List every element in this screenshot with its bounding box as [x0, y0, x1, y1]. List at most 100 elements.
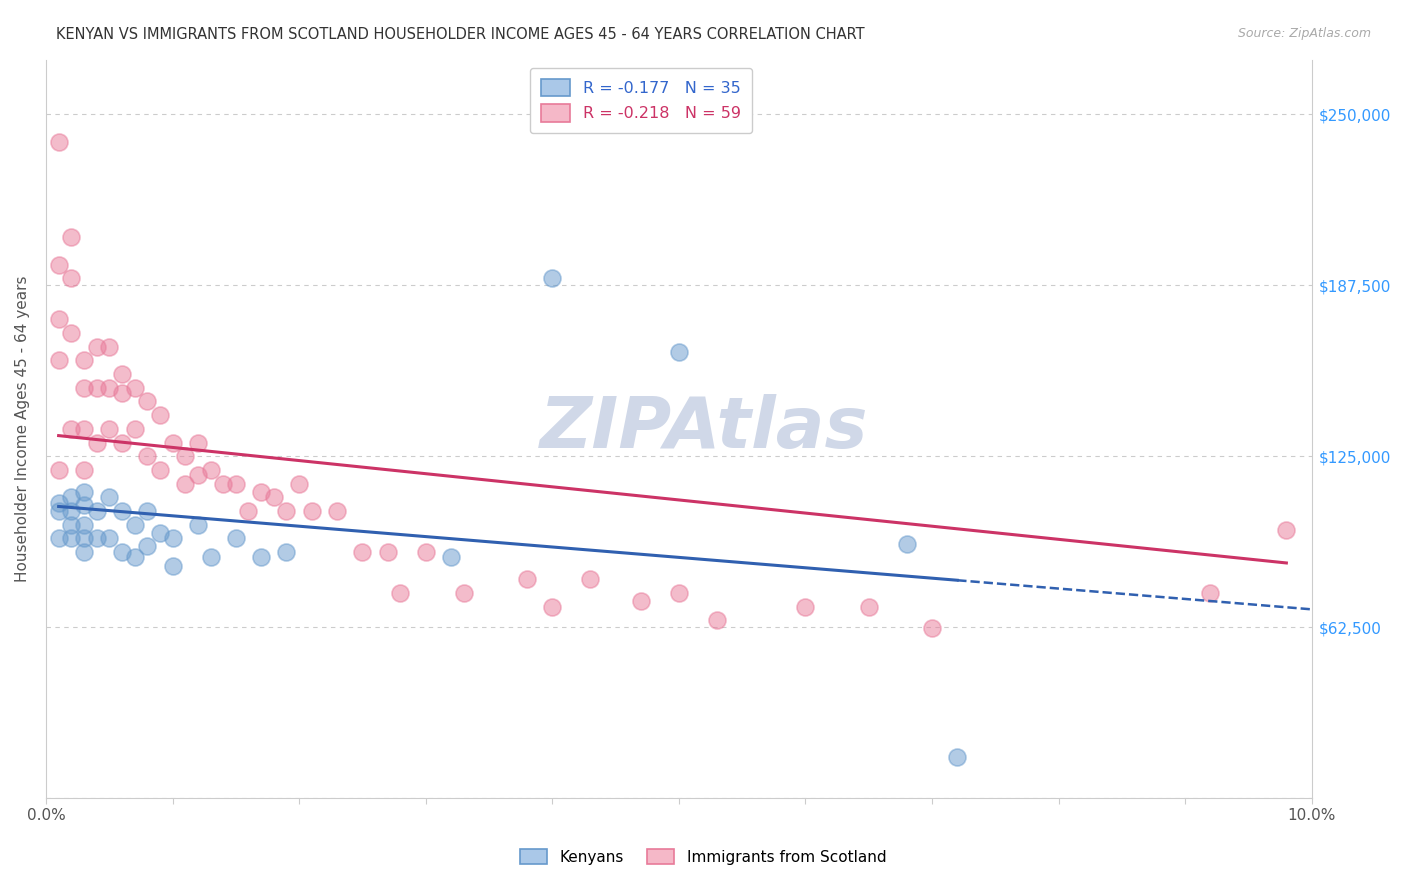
Point: [212, 476, 235, 491]
Point: [98, 531, 121, 545]
Point: [453, 586, 475, 600]
Point: [377, 545, 399, 559]
Point: [48, 496, 70, 510]
Point: [668, 586, 690, 600]
Point: [136, 449, 159, 463]
Point: [73, 381, 96, 395]
Point: [301, 504, 323, 518]
Point: [946, 750, 969, 764]
Point: [1275, 523, 1298, 537]
Point: [60, 230, 83, 244]
Point: [136, 504, 159, 518]
Point: [706, 613, 728, 627]
Point: [73, 499, 96, 513]
Text: KENYAN VS IMMIGRANTS FROM SCOTLAND HOUSEHOLDER INCOME AGES 45 - 64 YEARS CORRELA: KENYAN VS IMMIGRANTS FROM SCOTLAND HOUSE…: [56, 27, 865, 42]
Point: [326, 504, 349, 518]
Point: [225, 476, 247, 491]
Legend: Kenyans, Immigrants from Scotland: Kenyans, Immigrants from Scotland: [513, 843, 893, 871]
Point: [225, 531, 247, 545]
Point: [73, 422, 96, 436]
Point: [60, 422, 83, 436]
Point: [174, 476, 197, 491]
Point: [250, 550, 273, 565]
Point: [389, 586, 412, 600]
Point: [73, 484, 96, 499]
Point: [98, 340, 121, 354]
Point: [162, 531, 184, 545]
Point: [124, 422, 146, 436]
Point: [149, 408, 172, 422]
Point: [238, 504, 260, 518]
Point: [98, 381, 121, 395]
Point: [60, 531, 83, 545]
Y-axis label: Householder Income Ages 45 - 64 years: Householder Income Ages 45 - 64 years: [15, 276, 30, 582]
Point: [149, 525, 172, 540]
Point: [174, 449, 197, 463]
Point: [111, 386, 134, 401]
Point: [124, 550, 146, 565]
Point: [86, 504, 108, 518]
Point: [276, 504, 298, 518]
Point: [60, 326, 83, 340]
Point: [276, 545, 298, 559]
Point: [794, 599, 817, 614]
Point: [86, 531, 108, 545]
Point: [73, 353, 96, 368]
Point: [60, 271, 83, 285]
Point: [60, 517, 83, 532]
Point: [48, 463, 70, 477]
Point: [48, 504, 70, 518]
Point: [111, 545, 134, 559]
Point: [86, 381, 108, 395]
Point: [149, 463, 172, 477]
Point: [352, 545, 374, 559]
Point: [73, 463, 96, 477]
Point: [48, 258, 70, 272]
Point: [200, 550, 222, 565]
Point: [48, 135, 70, 149]
Point: [187, 517, 209, 532]
Point: [98, 490, 121, 504]
Point: [187, 435, 209, 450]
Point: [124, 517, 146, 532]
Text: Source: ZipAtlas.com: Source: ZipAtlas.com: [1237, 27, 1371, 40]
Point: [516, 572, 538, 586]
Point: [541, 599, 564, 614]
Point: [60, 490, 83, 504]
Point: [288, 476, 311, 491]
Point: [896, 537, 918, 551]
Point: [60, 504, 83, 518]
Point: [668, 345, 690, 359]
Point: [48, 312, 70, 326]
Point: [136, 540, 159, 554]
Point: [858, 599, 880, 614]
Point: [921, 622, 943, 636]
Point: [136, 394, 159, 409]
Point: [86, 435, 108, 450]
Point: [440, 550, 463, 565]
Point: [86, 340, 108, 354]
Point: [73, 531, 96, 545]
Point: [1199, 586, 1222, 600]
Point: [48, 531, 70, 545]
Point: [111, 367, 134, 381]
Point: [98, 422, 121, 436]
Point: [73, 545, 96, 559]
Point: [124, 381, 146, 395]
Text: ZIPAtlas: ZIPAtlas: [540, 394, 869, 463]
Point: [200, 463, 222, 477]
Point: [73, 517, 96, 532]
Point: [111, 504, 134, 518]
Point: [162, 558, 184, 573]
Point: [541, 271, 564, 285]
Point: [415, 545, 437, 559]
Point: [48, 353, 70, 368]
Point: [579, 572, 602, 586]
Point: [263, 490, 285, 504]
Point: [250, 484, 273, 499]
Point: [162, 435, 184, 450]
Point: [187, 468, 209, 483]
Point: [630, 594, 652, 608]
Point: [111, 435, 134, 450]
Legend: R = -0.177   N = 35, R = -0.218   N = 59: R = -0.177 N = 35, R = -0.218 N = 59: [530, 68, 752, 133]
